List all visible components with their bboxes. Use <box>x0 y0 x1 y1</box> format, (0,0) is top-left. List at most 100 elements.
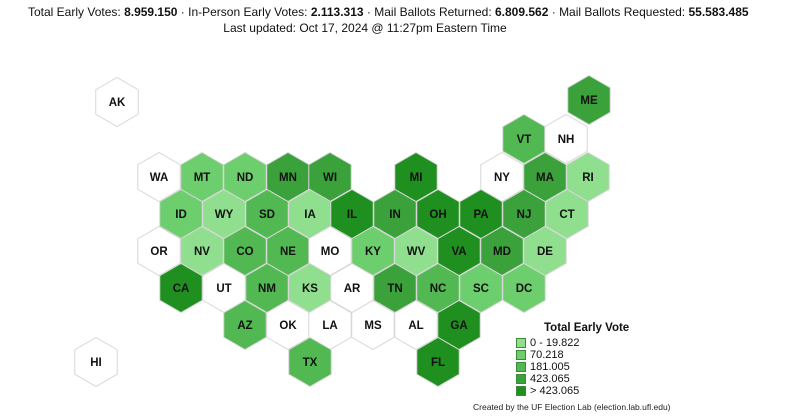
state-label: PA <box>473 209 488 221</box>
state-label: MA <box>536 172 554 184</box>
state-label: CT <box>559 209 574 221</box>
legend-swatch <box>516 374 526 384</box>
state-label: RI <box>582 172 594 184</box>
state-hex-or[interactable]: OR <box>137 225 181 277</box>
state-hex-shape[interactable] <box>567 74 611 126</box>
state-hex-la[interactable]: LA <box>308 299 352 351</box>
legend-item: 0 - 19.822 <box>516 337 629 349</box>
state-label: MO <box>321 246 340 258</box>
state-hex-shape[interactable] <box>95 76 139 128</box>
state-hex-ma[interactable]: MA <box>523 151 567 203</box>
state-label: TX <box>303 357 318 369</box>
state-hex-shape[interactable] <box>159 262 203 314</box>
state-label: OH <box>429 209 446 221</box>
state-hex-hi[interactable]: HI <box>74 336 118 388</box>
separator: · <box>363 5 375 19</box>
state-hex-shape[interactable] <box>544 113 588 165</box>
legend-swatch <box>516 338 526 348</box>
state-hex-sc[interactable]: SC <box>459 262 503 314</box>
state-hex-nh[interactable]: NH <box>544 113 588 165</box>
state-label: NJ <box>517 209 532 221</box>
legend-item: 181.005 <box>516 361 629 373</box>
state-label: NV <box>194 246 210 258</box>
state-hex-al[interactable]: AL <box>394 299 438 351</box>
state-hex-va[interactable]: VA <box>437 225 481 277</box>
state-label: AZ <box>237 320 252 332</box>
state-hex-shape[interactable] <box>351 299 395 351</box>
legend-swatch <box>516 362 526 372</box>
state-hex-shape[interactable] <box>74 336 118 388</box>
mail-requested-label: Mail Ballots Requested: <box>559 5 686 19</box>
state-hex-ut[interactable]: UT <box>202 262 246 314</box>
state-hex-ct[interactable]: CT <box>545 188 589 240</box>
legend-label: 181.005 <box>530 361 570 373</box>
state-hex-tx[interactable]: TX <box>288 336 332 388</box>
state-label: HI <box>90 357 102 369</box>
total-early-votes-value: 8.959.150 <box>124 5 178 19</box>
state-hex-ok[interactable]: OK <box>266 299 310 351</box>
state-hex-shape[interactable] <box>502 262 546 314</box>
legend-item: 70.218 <box>516 349 629 361</box>
state-hex-ms[interactable]: MS <box>351 299 395 351</box>
state-label: NH <box>558 134 575 146</box>
last-updated: Last updated: Oct 17, 2024 @ 11:27pm Eas… <box>223 21 507 35</box>
legend-swatch <box>516 386 526 396</box>
state-label: MT <box>194 172 211 184</box>
state-label: KY <box>365 246 381 258</box>
legend: Total Early Vote 0 - 19.822 70.218 181.005… <box>516 322 629 397</box>
state-label: IA <box>304 209 316 221</box>
state-hex-ca[interactable]: CA <box>159 262 203 314</box>
state-hex-dc[interactable]: DC <box>502 262 546 314</box>
separator: · <box>177 5 189 19</box>
state-label: SD <box>259 209 275 221</box>
state-hex-tn[interactable]: TN <box>373 262 417 314</box>
state-label: MI <box>410 172 423 184</box>
state-label: ID <box>175 209 187 221</box>
state-label: IN <box>389 209 401 221</box>
legend-title: Total Early Vote <box>544 322 630 334</box>
state-label: NC <box>430 283 447 295</box>
state-hex-pa[interactable]: PA <box>459 188 503 240</box>
state-hex-shape[interactable] <box>223 299 267 351</box>
state-label: AL <box>408 320 423 332</box>
state-hex-vt[interactable]: VT <box>502 113 546 165</box>
state-hex-shape[interactable] <box>137 151 181 203</box>
state-label: VA <box>451 246 466 258</box>
state-hex-ak[interactable]: AK <box>95 76 139 128</box>
state-hex-mo[interactable]: MO <box>308 225 352 277</box>
state-label: WY <box>215 209 234 221</box>
state-hex-de[interactable]: DE <box>523 225 567 277</box>
state-hex-nc[interactable]: NC <box>416 262 460 314</box>
in-person-value: 2.113.313 <box>310 5 364 19</box>
state-hex-shape[interactable] <box>459 262 503 314</box>
state-hex-nm[interactable]: NM <box>245 262 289 314</box>
state-hex-fl[interactable]: FL <box>416 336 460 388</box>
state-hex-az[interactable]: AZ <box>223 299 267 351</box>
state-hex-mt[interactable]: MT <box>180 151 224 203</box>
state-label: GA <box>450 320 467 332</box>
legend-item: 423.065 <box>516 373 629 385</box>
state-hex-me[interactable]: ME <box>567 74 611 126</box>
state-label: NE <box>280 246 296 258</box>
state-label: UT <box>216 283 231 295</box>
state-label: IL <box>347 209 357 221</box>
legend-label: 0 - 19.822 <box>530 337 580 349</box>
stats-line: Total Early Votes: 8.959.150 · In-Person… <box>28 5 749 19</box>
state-hex-wa[interactable]: WA <box>137 151 181 203</box>
legend-label: 423.065 <box>530 373 570 385</box>
state-hex-shape[interactable] <box>545 188 589 240</box>
credit-text: Created by the UF Election Lab (election… <box>473 402 671 412</box>
state-hex-shape[interactable] <box>394 299 438 351</box>
state-label: CO <box>236 246 253 258</box>
state-hex-shape[interactable] <box>416 336 460 388</box>
state-hex-wv[interactable]: WV <box>394 225 438 277</box>
state-label: TN <box>387 283 402 295</box>
state-hex-shape[interactable] <box>137 225 181 277</box>
state-label: WV <box>407 246 426 258</box>
state-hex-shape[interactable] <box>288 336 332 388</box>
state-label: OR <box>150 246 168 258</box>
state-label: VT <box>517 134 532 146</box>
state-label: MS <box>364 320 382 332</box>
state-label: NM <box>258 283 276 295</box>
state-label: CA <box>173 283 190 295</box>
